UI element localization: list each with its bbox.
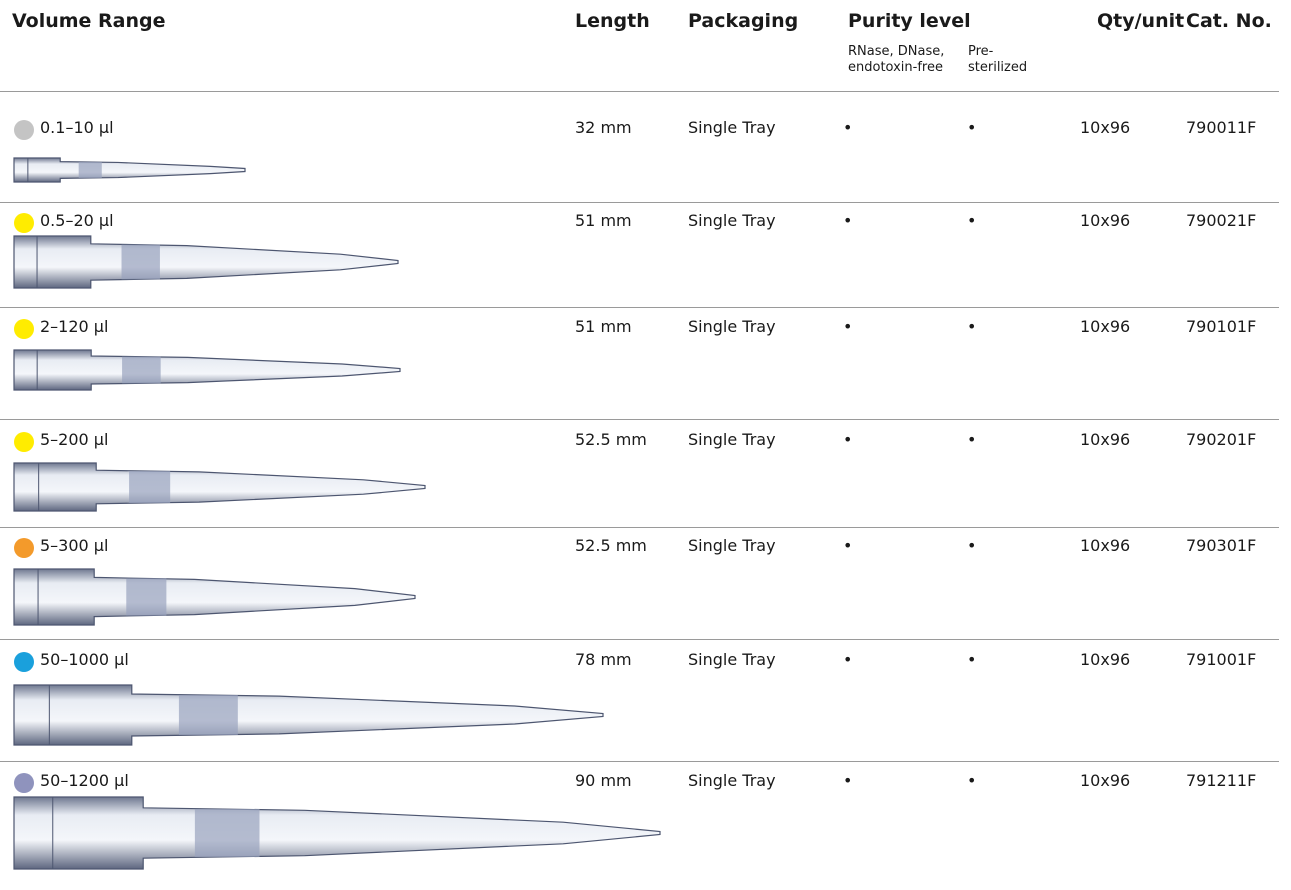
pipette-tip xyxy=(13,157,246,183)
packaging: Single Tray xyxy=(688,536,776,555)
pipette-tip xyxy=(178,695,238,735)
color-dot xyxy=(14,319,34,339)
volume: 5–200 µl xyxy=(40,430,109,449)
color-dot xyxy=(14,120,34,140)
length: 32 mm xyxy=(575,118,632,137)
rnase-free: • xyxy=(843,771,853,790)
length: 51 mm xyxy=(575,211,632,230)
volume: 0.1–10 µl xyxy=(40,118,114,137)
pipette-tip xyxy=(121,244,160,280)
pipette-tip xyxy=(13,796,661,870)
sterilized: • xyxy=(967,536,977,555)
pipette-tip xyxy=(13,235,399,289)
sterilized: • xyxy=(967,211,977,230)
sterilized: • xyxy=(967,317,977,336)
pipette-tip xyxy=(129,471,171,503)
volume: 50–1000 µl xyxy=(40,650,129,669)
color-dot xyxy=(14,432,34,452)
sterilized: • xyxy=(967,771,977,790)
packaging: Single Tray xyxy=(688,650,776,669)
qty: 10x96 xyxy=(1080,430,1131,449)
row-rule xyxy=(0,419,1279,420)
purity-subheader: Pre-sterilized xyxy=(968,44,1028,75)
qty: 10x96 xyxy=(1080,211,1131,230)
volume: 0.5–20 µl xyxy=(40,211,114,230)
pipette-tip xyxy=(13,462,426,512)
pipette-tip xyxy=(194,809,260,857)
pipette-tip xyxy=(13,684,604,746)
packaging: Single Tray xyxy=(688,317,776,336)
pipette-tip xyxy=(78,162,102,178)
row-rule xyxy=(0,307,1279,308)
pipette-tip xyxy=(122,356,161,384)
packaging: Single Tray xyxy=(688,211,776,230)
header-rule xyxy=(0,91,1279,92)
qty: 10x96 xyxy=(1080,771,1131,790)
cat-no: 790011F xyxy=(1186,118,1257,137)
volume: 2–120 µl xyxy=(40,317,109,336)
column-header: Length xyxy=(575,10,650,32)
sterilized: • xyxy=(967,650,977,669)
length: 52.5 mm xyxy=(575,430,647,449)
color-dot xyxy=(14,773,34,793)
rnase-free: • xyxy=(843,211,853,230)
cat-no: 790201F xyxy=(1186,430,1257,449)
qty: 10x96 xyxy=(1080,650,1131,669)
cat-no: 790101F xyxy=(1186,317,1257,336)
length: 52.5 mm xyxy=(575,536,647,555)
rnase-free: • xyxy=(843,317,853,336)
rnase-free: • xyxy=(843,536,853,555)
packaging: Single Tray xyxy=(688,118,776,137)
rnase-free: • xyxy=(843,118,853,137)
volume: 5–300 µl xyxy=(40,536,109,555)
rnase-free: • xyxy=(843,650,853,669)
pipette-tip xyxy=(13,568,416,626)
cat-no: 790301F xyxy=(1186,536,1257,555)
color-dot xyxy=(14,652,34,672)
pipette-tip xyxy=(126,578,167,616)
pipette-tip xyxy=(13,349,401,391)
row-rule xyxy=(0,527,1279,528)
sterilized: • xyxy=(967,118,977,137)
row-rule xyxy=(0,202,1279,203)
column-header: Cat. No. xyxy=(1186,10,1272,32)
column-header: Purity level xyxy=(848,10,971,32)
color-dot xyxy=(14,213,34,233)
length: 78 mm xyxy=(575,650,632,669)
column-header: Volume Range xyxy=(12,10,166,32)
row-rule xyxy=(0,639,1279,640)
packaging: Single Tray xyxy=(688,430,776,449)
length: 90 mm xyxy=(575,771,632,790)
qty: 10x96 xyxy=(1080,536,1131,555)
qty: 10x96 xyxy=(1080,118,1131,137)
color-dot xyxy=(14,538,34,558)
cat-no: 791211F xyxy=(1186,771,1257,790)
cat-no: 791001F xyxy=(1186,650,1257,669)
length: 51 mm xyxy=(575,317,632,336)
volume: 50–1200 µl xyxy=(40,771,129,790)
column-header: Qty/unit xyxy=(1097,10,1185,32)
row-rule xyxy=(0,761,1279,762)
sterilized: • xyxy=(967,430,977,449)
purity-subheader: RNase, DNase, endotoxin-free xyxy=(848,44,945,75)
column-header: Packaging xyxy=(688,10,799,32)
packaging: Single Tray xyxy=(688,771,776,790)
qty: 10x96 xyxy=(1080,317,1131,336)
cat-no: 790021F xyxy=(1186,211,1257,230)
rnase-free: • xyxy=(843,430,853,449)
